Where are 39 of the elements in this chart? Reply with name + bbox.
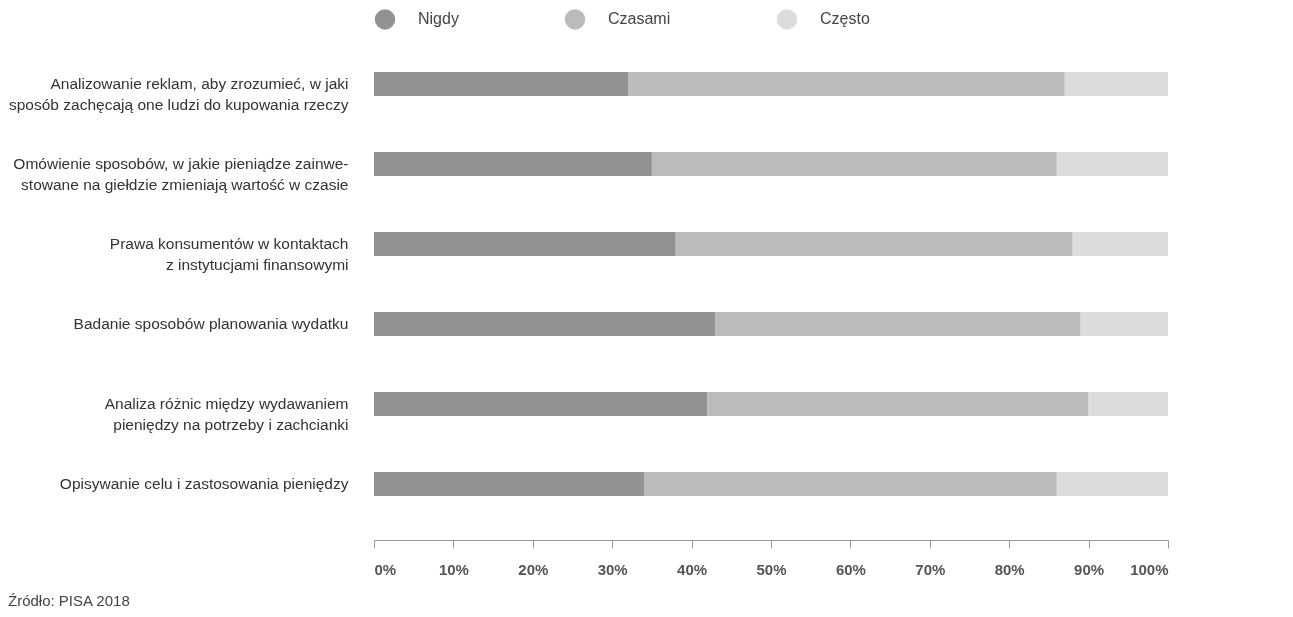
legend-label: Czasami: [608, 10, 671, 28]
x-tick-label: 0%: [374, 560, 397, 578]
bar: [715, 312, 1081, 336]
y-tick-label: Prawa konsumentów w kontaktach z instytucjami finansowymi: [109, 235, 349, 273]
bar: [1072, 232, 1168, 256]
x-tick-label: 30%: [597, 560, 628, 578]
bar: [1064, 72, 1168, 96]
x-tick-label: 80%: [994, 560, 1025, 578]
x-tick-label: 90%: [1074, 560, 1105, 578]
x-tick-label: 10%: [438, 560, 469, 578]
bar: [707, 392, 1089, 416]
y-tick-label: Opisywanie celu i zastosowania pieniędzy: [59, 475, 349, 492]
y-tick-label: Badanie sposobów planowania wydatku: [73, 315, 349, 332]
bar: [1056, 152, 1168, 176]
bar: [651, 152, 1057, 176]
bar: [1080, 312, 1168, 336]
x-tick-label: 100%: [1130, 560, 1169, 578]
bar: [628, 72, 1065, 96]
y-tick-label: Analiza różnic między wydawaniem pieniędzy na potrzeby i zachcianki: [104, 395, 349, 433]
bar: [374, 72, 629, 96]
bar: [374, 232, 676, 256]
legend-label: Często: [820, 10, 870, 28]
bar: [374, 312, 716, 336]
legend-label: Nigdy: [418, 10, 459, 28]
bar: [643, 472, 1057, 496]
bar: [374, 392, 708, 416]
bar: [1056, 472, 1168, 496]
bar: [1088, 392, 1168, 416]
x-tick-label: 40%: [677, 560, 708, 578]
bar: [374, 472, 644, 496]
x-tick-label: 70%: [915, 560, 946, 578]
bar: [675, 232, 1073, 256]
x-tick-label: 60%: [835, 560, 866, 578]
bar: [374, 152, 652, 176]
y-tick-label: Analizowanie reklam, aby zrozumieć, w jaki sposób zachęcają one ludzi do kupowania rzeczy: [9, 75, 349, 113]
x-tick-label: 20%: [518, 560, 549, 578]
x-tick-label: 50%: [756, 560, 787, 578]
y-tick-label: Omówienie sposobów, w jakie pieniądze zainwe- stowane na giełdzie zmieniają wartość w czasie: [13, 155, 349, 193]
text: Źródło: PISA 2018: [8, 592, 130, 609]
